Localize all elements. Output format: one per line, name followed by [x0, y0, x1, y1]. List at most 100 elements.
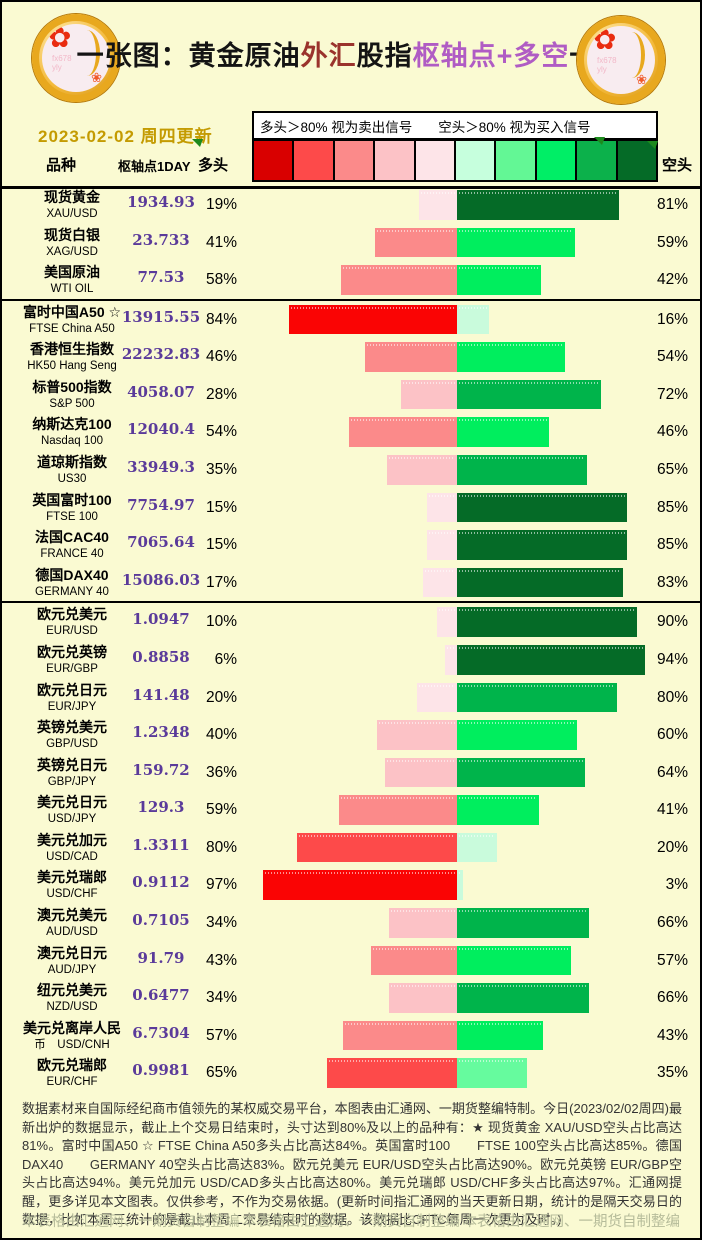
bear-bar	[457, 1058, 527, 1088]
plum-blossom-icon: ✿ ❀ fx678 yly	[42, 24, 110, 92]
instrument-code: FTSE 100	[46, 510, 98, 523]
bar-area	[257, 945, 657, 976]
bull-percent: 80%	[205, 838, 237, 856]
bull-percent: 15%	[205, 536, 237, 554]
bear-bar	[457, 1020, 543, 1051]
bar-area	[257, 492, 657, 523]
bear-bar	[457, 983, 589, 1013]
bull-percent: 41%	[205, 233, 237, 251]
pivot-value: 7754.97	[127, 495, 195, 514]
bear-bar	[457, 945, 571, 976]
scale-swatch	[375, 141, 416, 180]
bull-percent: 34%	[205, 913, 237, 931]
table-row: 欧元兑美元 EUR/USD 1.0947 10% 90%	[2, 601, 700, 641]
pivot-value: 12040.4	[127, 420, 195, 439]
bar-area	[257, 795, 657, 825]
bull-bar	[437, 607, 457, 637]
bear-percent: 85%	[656, 498, 688, 516]
flower-icon: ✿	[593, 26, 617, 55]
instrument-code: 币 USD/CNH	[34, 1038, 110, 1051]
table-row: 澳元兑美元 AUD/USD 0.7105 34% 66%	[2, 904, 700, 942]
flower-icon: ✿	[48, 24, 72, 53]
instrument-name: 现货黄金	[44, 189, 100, 205]
bear-bar	[457, 682, 617, 713]
instrument-name-cell: 现货白银 XAG/USD	[8, 227, 136, 261]
instrument-name-cell: 澳元兑美元 AUD/USD	[8, 907, 136, 941]
instrument-name: 纽元兑美元	[37, 982, 107, 999]
disclaimer-text: 数据素材来自国际经纪商市值领先的某权威交易平台，本图表由汇通网、一期货整编特制。…	[22, 1101, 682, 1227]
color-scale	[252, 139, 658, 182]
bull-bar	[423, 567, 457, 598]
bear-percent: 59%	[656, 233, 688, 251]
instrument-code: USD/CHF	[46, 888, 98, 901]
table-row: 美元兑加元 USD/CAD 1.3311 80% 20%	[2, 829, 700, 867]
bar-area	[257, 455, 657, 485]
instrument-name-cell: 美元兑瑞郎 USD/CHF	[8, 869, 136, 903]
pivot-value: 0.9112	[132, 873, 190, 892]
bull-percent: 65%	[205, 1064, 237, 1082]
table-row: 纽元兑美元 NZD/USD 0.6477 34% 66%	[2, 979, 700, 1017]
credits-row: 本表格由汇通网、一期货自制整编 本表格由汇通网、一期货自制整编 本表格由汇通网、…	[22, 1210, 680, 1231]
comment-marker-icon	[192, 139, 203, 150]
bull-bar	[263, 870, 457, 900]
instrument-name: 美元兑加元	[37, 831, 107, 848]
instrument-code: Nasdaq 100	[40, 435, 104, 448]
bull-bar	[341, 265, 457, 295]
pivot-value: 77.53	[137, 268, 185, 287]
bear-percent: 57%	[656, 951, 688, 969]
bear-signal-note: 空头＞80% 视为买入信号	[438, 119, 591, 135]
table-row: 标普500指数 S&P 500 4058.07 28% 72%	[2, 376, 700, 414]
table-row: 欧元兑日元 EUR/JPY 141.48 20% 80%	[2, 679, 700, 717]
bull-percent: 34%	[205, 989, 237, 1007]
bull-bar	[427, 530, 457, 560]
bud-icon: ❀	[636, 72, 647, 87]
bear-percent: 65%	[656, 461, 688, 479]
bull-bar	[387, 455, 457, 485]
bear-bar	[457, 265, 541, 295]
brand-coin-logo-right: ✿ ❀ fx678 yly	[577, 16, 665, 104]
instrument-name: 欧元兑瑞郎	[37, 1057, 107, 1074]
logo-watermark: fx678 yly	[597, 56, 617, 74]
bull-percent: 15%	[205, 498, 237, 516]
bear-bar	[457, 492, 627, 523]
bull-bar	[297, 832, 457, 863]
instrument-code: NZD/USD	[46, 1001, 98, 1014]
scale-swatch	[334, 141, 376, 180]
bear-percent: 66%	[656, 989, 688, 1007]
instrument-name: 英镑兑美元	[37, 719, 107, 736]
table-row: 美国原油 WTI OIL 77.53 58% 42%	[2, 261, 700, 299]
bar-area	[257, 304, 657, 335]
bull-percent: 59%	[205, 801, 237, 819]
instrument-code: S&P 500	[49, 397, 95, 410]
bull-percent: 35%	[205, 461, 237, 479]
instrument-code: XAG/USD	[46, 245, 98, 258]
instrument-name-cell: 德国DAX40 GERMANY 40	[8, 567, 136, 601]
pivot-value: 0.7105	[132, 910, 190, 929]
instrument-code: GERMANY 40	[35, 585, 109, 598]
title-red: 外汇	[300, 41, 357, 71]
bull-bar	[401, 379, 457, 410]
scale-swatch	[294, 141, 335, 180]
bull-bar	[389, 983, 457, 1013]
instrument-name: 美元兑日元	[37, 794, 107, 811]
instrument-code: AUD/JPY	[47, 963, 97, 976]
instrument-code: FTSE China A50	[29, 322, 115, 335]
bear-percent: 46%	[656, 423, 688, 441]
instrument-code: GBP/JPY	[47, 775, 97, 788]
pivot-value: 1934.93	[127, 193, 195, 211]
legend-and-table-head: 2023-02-02 周四更新 多头＞80% 视为卖出信号 空头＞80% 视为买…	[2, 110, 700, 189]
bull-percent: 17%	[205, 573, 237, 591]
table-row: 道琼斯指数 US30 33949.3 35% 65%	[2, 451, 700, 489]
instrument-code: USD/CAD	[46, 850, 98, 863]
bull-bar	[427, 492, 457, 523]
instrument-name: 澳元兑美元	[37, 906, 107, 923]
bull-percent: 57%	[205, 1026, 237, 1044]
bar-area	[257, 190, 657, 220]
bear-bar	[457, 304, 489, 335]
bear-percent: 94%	[656, 650, 688, 668]
bull-bar	[375, 227, 457, 258]
column-header-species: 品种	[46, 157, 77, 174]
plum-blossom-icon: ✿ ❀ fx678 yly	[587, 26, 655, 94]
branch-icon	[619, 32, 645, 78]
